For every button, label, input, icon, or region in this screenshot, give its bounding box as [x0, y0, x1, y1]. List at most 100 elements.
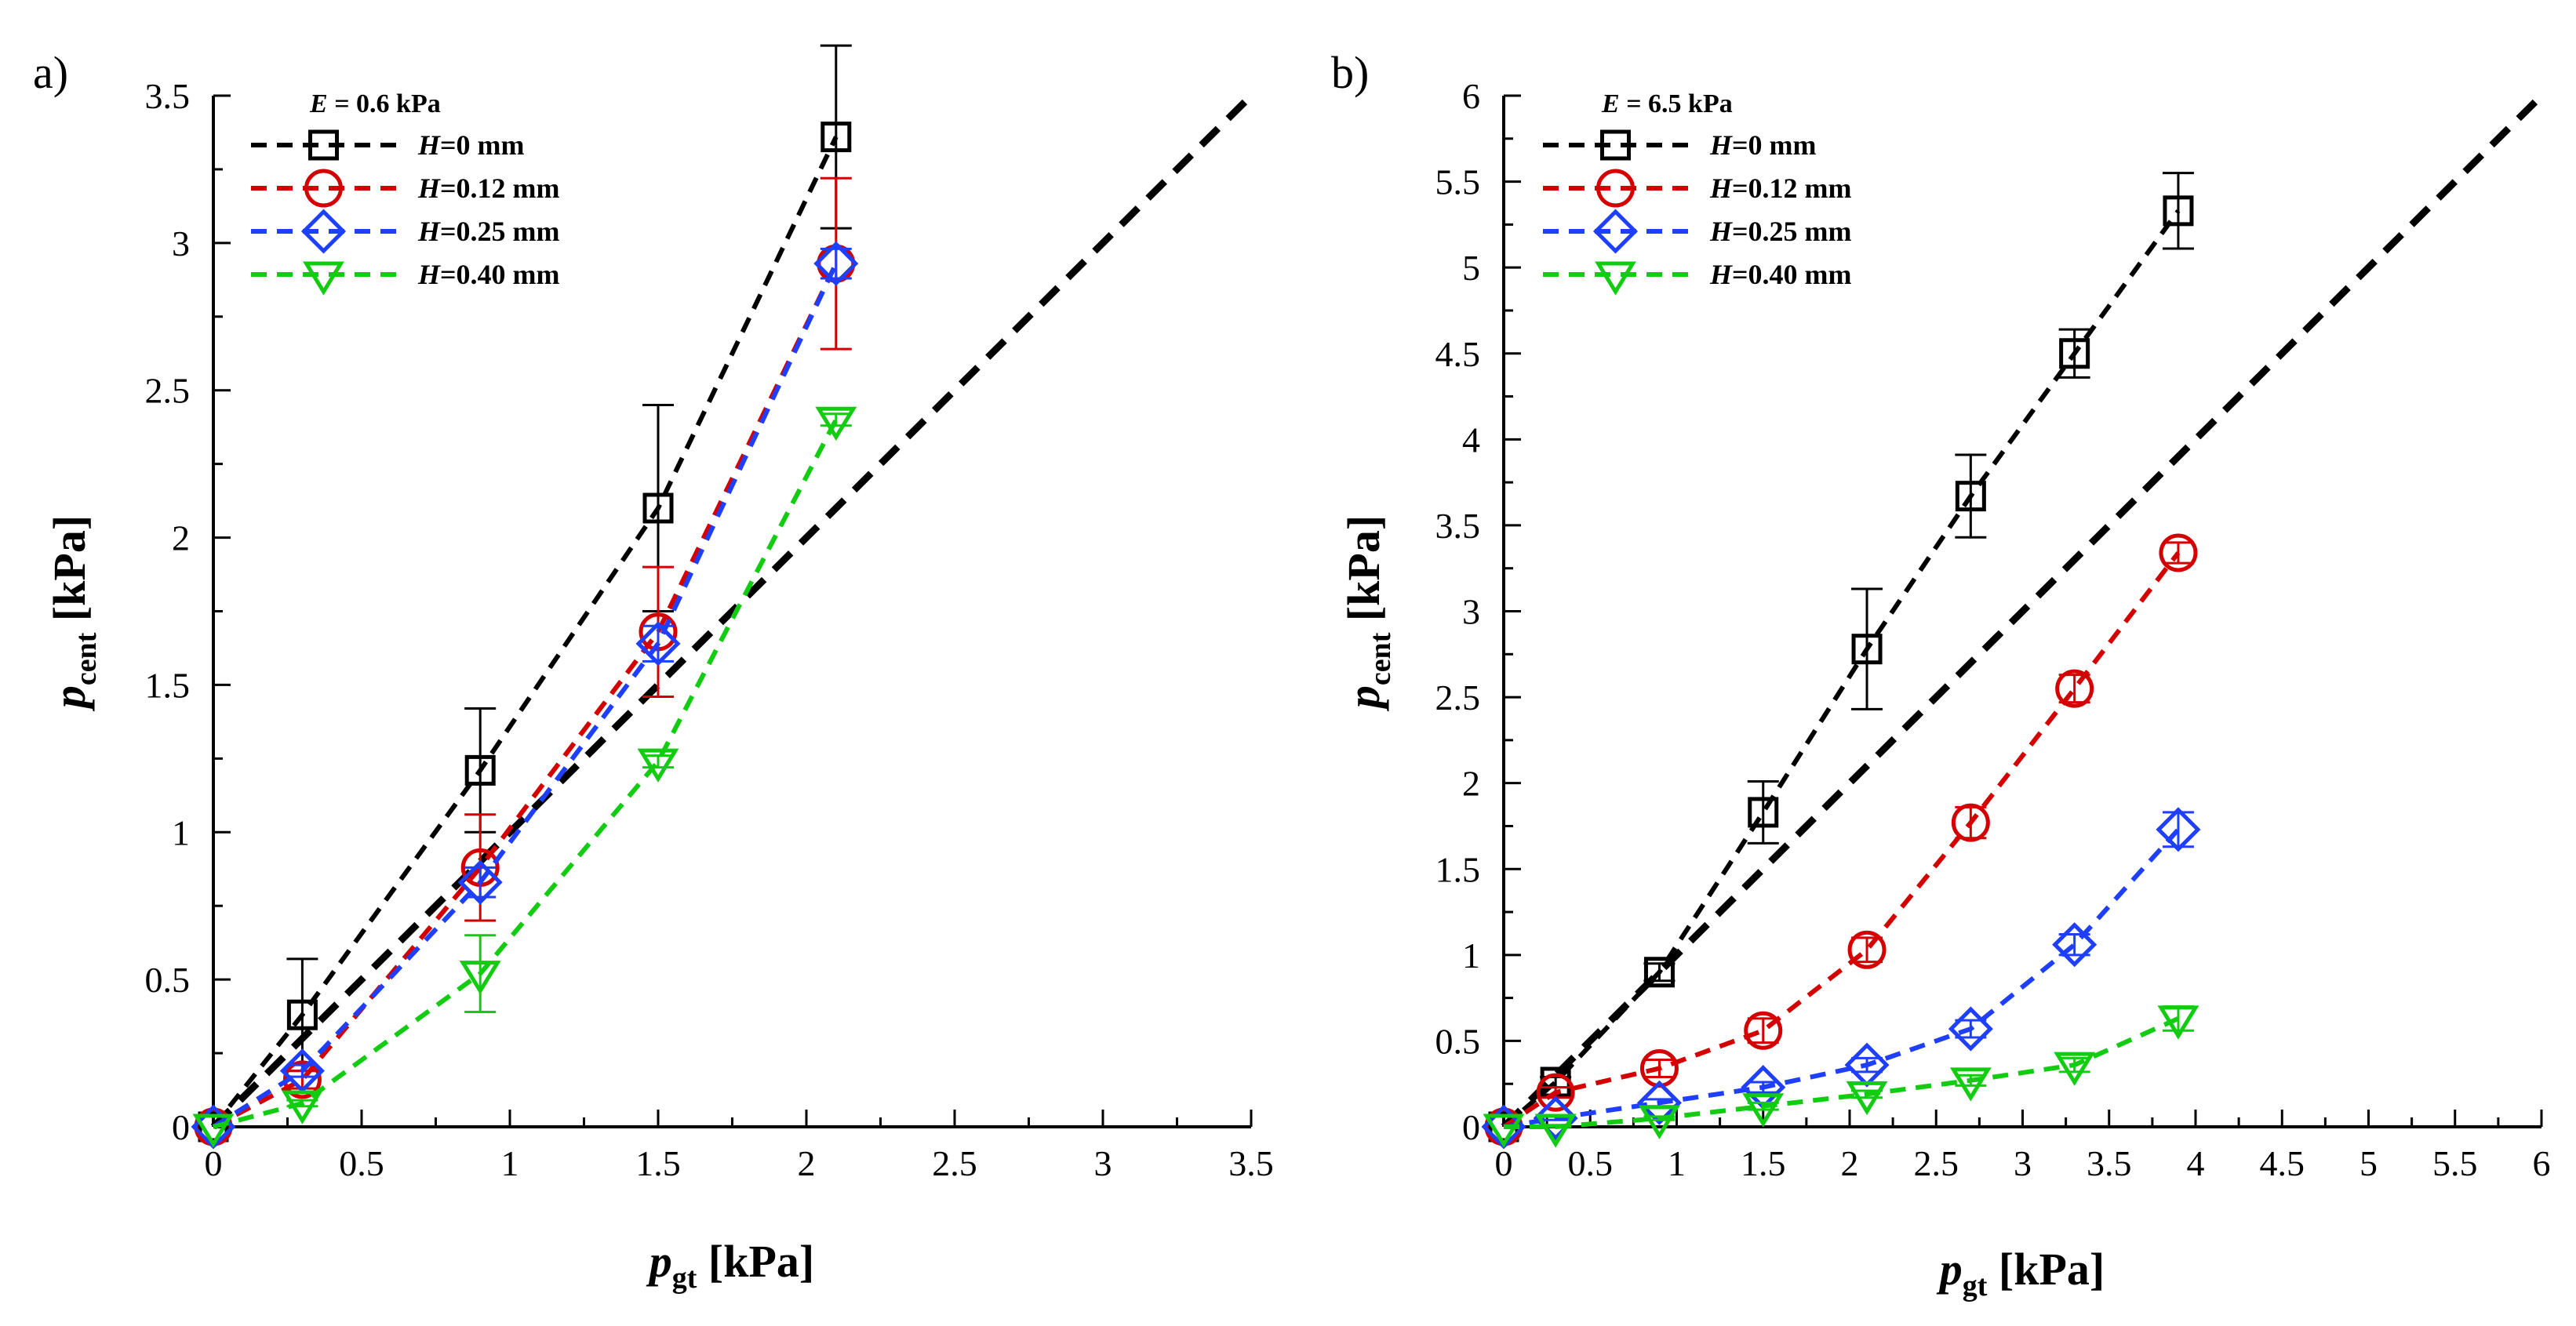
data-point [1643, 957, 1675, 988]
series-line [1504, 1016, 2180, 1129]
x-tick-label: 1.5 [635, 1143, 681, 1183]
series-line [1502, 209, 2181, 1129]
x-axis-title-unit: [kPa] [697, 1236, 814, 1287]
data-point [1846, 1081, 1888, 1116]
data-point [1948, 1006, 1993, 1052]
series-4 [192, 406, 857, 1148]
legend-label-var: H [417, 129, 441, 161]
reference-line [1501, 93, 2545, 1130]
data-point [1847, 930, 1887, 969]
data-point [813, 241, 859, 286]
legend-label: H=0.40 mm [1709, 259, 1852, 290]
y-tick-label: 6 [1462, 76, 1480, 116]
data-point [192, 1113, 235, 1148]
y-tick-label: 2.5 [1435, 678, 1481, 717]
x-tick-label: 2 [1841, 1143, 1859, 1183]
series-line [212, 262, 839, 1129]
legend-label-rest: =0.12 mm [440, 173, 560, 204]
y-tick-label: 1 [1462, 935, 1480, 975]
legend-label-rest: =0.40 mm [1732, 259, 1852, 290]
y-tick-label: 3 [172, 223, 190, 263]
x-axis-title-sub: gt [672, 1262, 697, 1295]
x-tick-label: 5.5 [2432, 1143, 2478, 1183]
x-tick-label: 2.5 [1914, 1143, 1959, 1183]
legend-label: H=0.12 mm [417, 173, 560, 204]
legend-marker [304, 169, 343, 208]
y-tick-label: 3.5 [145, 76, 191, 116]
data-point [1951, 803, 1990, 842]
legend-marker [1592, 209, 1639, 254]
x-tick-label: 0 [205, 1143, 223, 1183]
y-tick-label: 0 [172, 1107, 190, 1147]
series-line [212, 262, 839, 1129]
x-tick-label: 0 [1495, 1143, 1513, 1183]
x-tick-label: 3 [1094, 1143, 1112, 1183]
data-point [2157, 1005, 2199, 1040]
y-axis-title-unit: [kPa] [44, 515, 95, 633]
legend-title-rest: = 0.6 kPa [328, 89, 441, 118]
data-point [815, 406, 857, 441]
series-line [1503, 827, 2181, 1129]
data-point [1636, 1080, 1682, 1125]
legend-title-var: E [309, 89, 328, 118]
data-point [1638, 1105, 1680, 1139]
y-tick-label: 1 [172, 812, 190, 852]
x-axis-title-main: p [1936, 1244, 1963, 1295]
x-axis-title-unit: [kPa] [1987, 1244, 2105, 1295]
legend-label: H=0 mm [417, 129, 525, 161]
legend-label-rest: =0.40 mm [440, 259, 560, 290]
legend-marker [1596, 169, 1635, 208]
y-tick-label: 4 [1462, 420, 1480, 460]
panel-a: 0 0.5 1 1.5 2 2.5 3 3.5 0 0.5 1 1.5 2 2.5 3 3.5 E = 0.6 … [33, 44, 1274, 1295]
data-point [1949, 1067, 1992, 1102]
legend-label: H=0.40 mm [417, 259, 560, 290]
y-tick-label: 2 [172, 518, 190, 558]
x-tick-label: 1 [501, 1143, 519, 1183]
series-1 [1488, 172, 2194, 1143]
x-tick-label: 1.5 [1741, 1143, 1786, 1183]
y-tick-label: 3 [1462, 592, 1480, 632]
x-tick-label: 3.5 [1228, 1143, 1274, 1183]
legend-label: H=0.25 mm [417, 216, 560, 247]
legend-label-rest: =0 mm [440, 129, 525, 161]
data-point [2052, 922, 2098, 968]
legend-label-rest: =0 mm [1732, 129, 1817, 161]
x-tick-label: 5 [2360, 1143, 2378, 1183]
x-tick-label: 1 [1668, 1143, 1686, 1183]
legend-label-var: H [1709, 216, 1733, 247]
y-axis-title: pcent [kPa] [1338, 515, 1397, 712]
series-line [1502, 551, 2181, 1129]
data-point [1748, 797, 1779, 828]
legend-label-var: H [417, 173, 441, 204]
data-point [457, 859, 503, 905]
data-point [1536, 1073, 1575, 1112]
data-point [2059, 338, 2090, 369]
panel-b: 0 0.5 1 1.5 2 2.5 3 3.5 4 4.5 5 5.5 6 0 0.5 1 1.5 2 2.5 3 3.… [1331, 47, 2551, 1302]
legend-marker [308, 129, 339, 161]
y-axis-title-sub: cent [70, 632, 103, 685]
y-tick-label: 1.5 [145, 665, 191, 705]
legend-label-var: H [1709, 259, 1733, 290]
data-point [198, 1111, 229, 1143]
data-point [2163, 195, 2194, 227]
data-point [2054, 1052, 2096, 1086]
data-point [2156, 807, 2201, 852]
panel-label: b) [1331, 47, 1369, 98]
y-tick-label: 3.5 [1435, 506, 1481, 546]
legend-label: H=0.25 mm [1709, 216, 1852, 247]
y-tick-label: 0.5 [1435, 1021, 1481, 1061]
x-tick-label: 6 [2533, 1143, 2551, 1183]
y-axis-title-main: p [1338, 685, 1389, 712]
series-line [213, 418, 839, 1129]
legend-marker [1600, 129, 1631, 161]
x-tick-label: 0.5 [339, 1143, 384, 1183]
x-tick-label: 4.5 [2260, 1143, 2305, 1183]
x-tick-label: 3.5 [2087, 1143, 2132, 1183]
y-tick-label: 0.5 [145, 960, 191, 1000]
x-tick-label: 0.5 [1568, 1143, 1614, 1183]
y-tick-label: 5.5 [1435, 162, 1481, 202]
data-point [1851, 634, 1883, 665]
y-tick-label: 1.5 [1435, 849, 1481, 889]
